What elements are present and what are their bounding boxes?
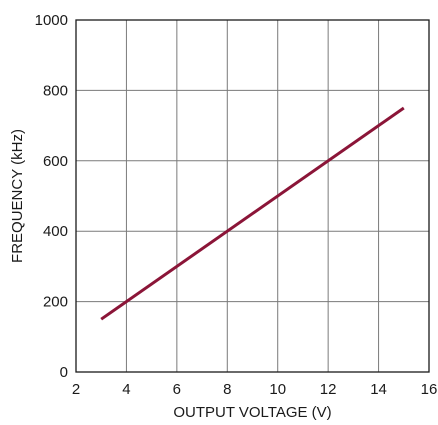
x-tick-label-7: 16 bbox=[421, 381, 438, 398]
y-tick-label-3: 600 bbox=[43, 153, 68, 170]
y-tick-label-2: 400 bbox=[43, 223, 68, 240]
y-tick-label-4: 800 bbox=[43, 82, 68, 99]
x-axis-title: OUTPUT VOLTAGE (V) bbox=[173, 404, 331, 421]
x-tick-label-3: 8 bbox=[223, 381, 231, 398]
x-tick-label-1: 4 bbox=[122, 381, 130, 398]
grid bbox=[76, 20, 429, 372]
x-tick-label-4: 10 bbox=[269, 381, 286, 398]
y-tick-label-1: 200 bbox=[43, 294, 68, 311]
y-axis-title: FREQUENCY (kHz) bbox=[9, 129, 26, 263]
x-tick-label-5: 12 bbox=[320, 381, 337, 398]
series-layer bbox=[100, 106, 405, 321]
series-line-0 bbox=[100, 106, 405, 321]
y-tick-label-0: 0 bbox=[60, 364, 68, 381]
x-axis-ticks: 2 4 6 8 10 12 14 16 bbox=[72, 381, 438, 398]
x-tick-label-6: 14 bbox=[370, 381, 387, 398]
plot-frame bbox=[75, 19, 430, 373]
y-axis-ticks: 0 200 400 600 800 1000 bbox=[35, 12, 68, 381]
x-tick-label-2: 6 bbox=[173, 381, 181, 398]
y-tick-label-5: 1000 bbox=[35, 12, 68, 29]
x-tick-label-0: 2 bbox=[72, 381, 80, 398]
